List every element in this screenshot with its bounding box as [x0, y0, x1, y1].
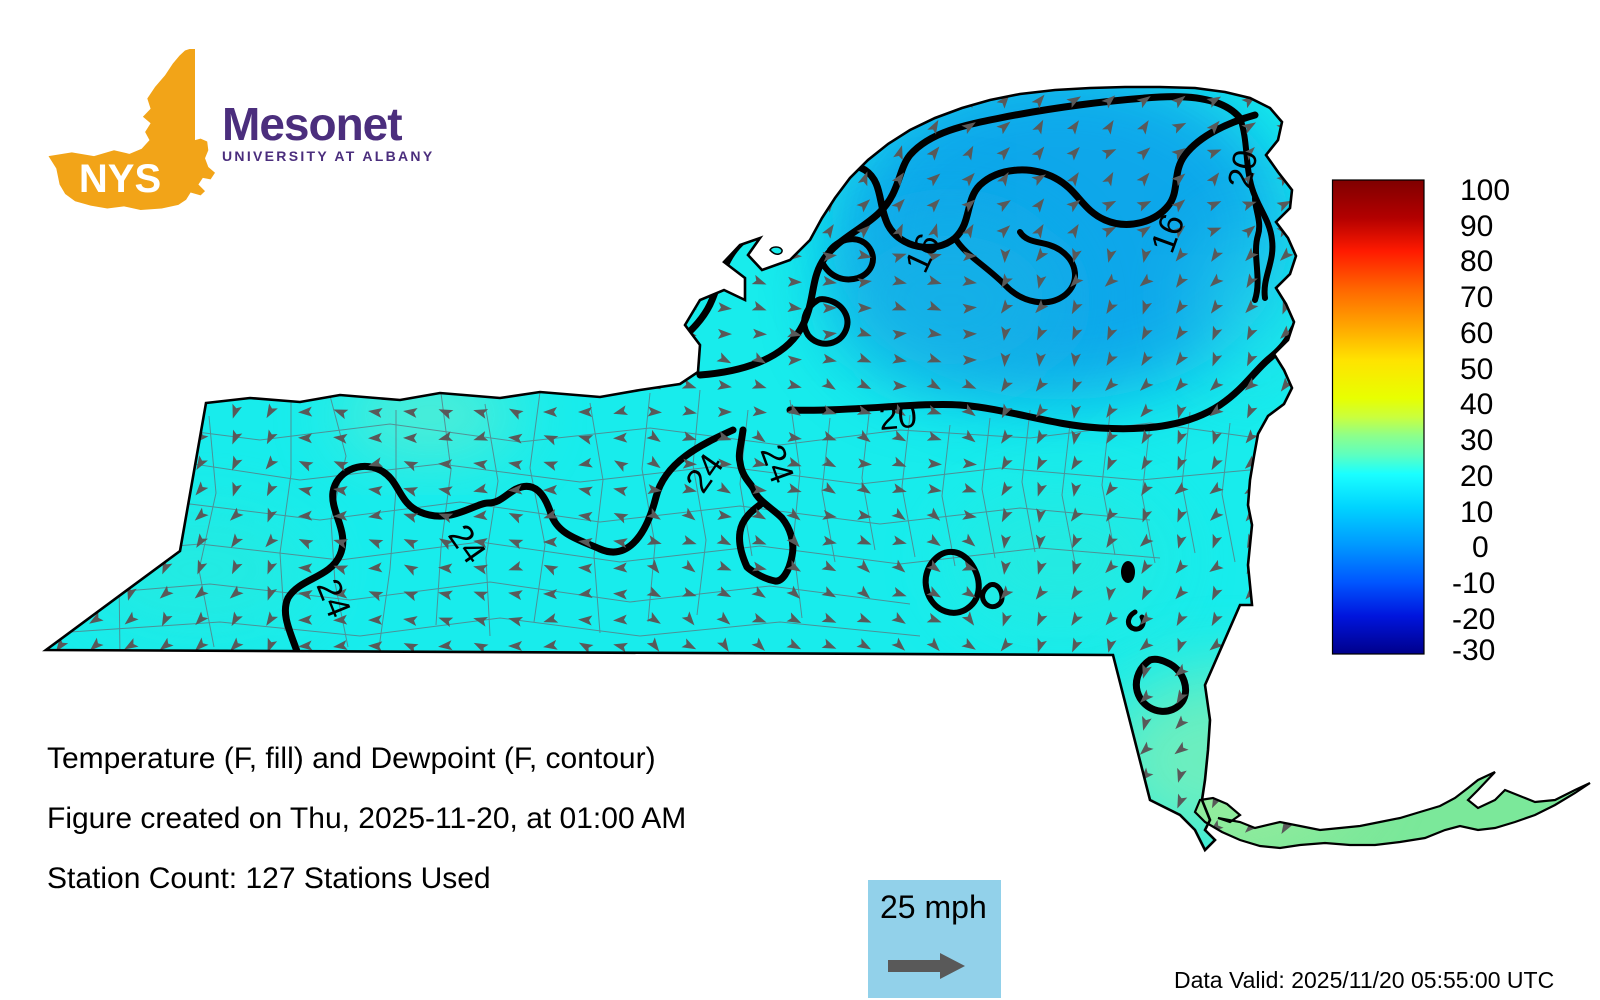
svg-text:70: 70 — [1460, 281, 1493, 314]
svg-text:Mesonet: Mesonet — [222, 98, 402, 150]
svg-text:10: 10 — [1460, 496, 1493, 529]
svg-text:80: 80 — [1460, 245, 1493, 278]
svg-text:30: 30 — [1460, 424, 1493, 457]
svg-text:25 mph: 25 mph — [880, 889, 987, 925]
svg-text:40: 40 — [1460, 388, 1493, 421]
svg-text:Station Count: 127 Stations Us: Station Count: 127 Stations Used — [47, 862, 491, 895]
svg-text:60: 60 — [1460, 317, 1493, 350]
svg-text:90: 90 — [1460, 210, 1493, 243]
svg-text:-30: -30 — [1452, 634, 1495, 667]
svg-text:20: 20 — [877, 397, 918, 438]
svg-text:50: 50 — [1460, 353, 1493, 386]
svg-text:20: 20 — [1221, 147, 1266, 192]
svg-text:20: 20 — [1460, 460, 1493, 493]
svg-text:100: 100 — [1460, 174, 1510, 207]
svg-text:-10: -10 — [1452, 567, 1495, 600]
svg-text:Figure created on Thu, 2025-11: Figure created on Thu, 2025-11-20, at 01… — [47, 802, 686, 835]
svg-text:UNIVERSITY AT ALBANY: UNIVERSITY AT ALBANY — [222, 148, 434, 164]
svg-text:Data Valid: 2025/11/20 05:55:0: Data Valid: 2025/11/20 05:55:00 UTC — [1174, 967, 1554, 993]
svg-text:-20: -20 — [1452, 603, 1495, 636]
svg-text:0: 0 — [1472, 531, 1489, 564]
svg-text:Temperature (F, fill) and Dewp: Temperature (F, fill) and Dewpoint (F, c… — [47, 742, 656, 775]
svg-text:NYS: NYS — [79, 157, 161, 201]
